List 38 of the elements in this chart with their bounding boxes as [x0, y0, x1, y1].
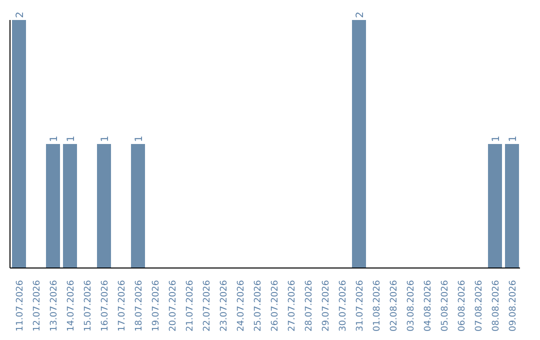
x-tick-label: 18.07.2026 — [134, 280, 144, 332]
data-label: 1 — [49, 136, 60, 142]
x-tick-label: 26.07.2026 — [270, 280, 280, 332]
data-label: 1 — [134, 136, 145, 142]
data-label: 1 — [491, 136, 502, 142]
x-tick-label: 07.08.2026 — [474, 280, 484, 332]
x-tick-label: 15.07.2026 — [84, 280, 94, 332]
x-tick-label: 05.08.2026 — [440, 280, 450, 332]
data-label: 2 — [355, 12, 366, 18]
x-tick-label: 23.07.2026 — [220, 280, 230, 332]
x-tick-label: 17.07.2026 — [118, 280, 128, 332]
x-tick-label: 22.07.2026 — [202, 280, 212, 332]
x-tick-label: 13.07.2026 — [50, 280, 60, 332]
x-tick-label: 28.07.2026 — [304, 280, 314, 332]
x-tick-label: 06.08.2026 — [458, 280, 468, 332]
x-tick-label: 04.08.2026 — [424, 280, 434, 332]
x-tick-label: 21.07.2026 — [186, 280, 196, 332]
x-tick-label: 09.08.2026 — [508, 280, 518, 332]
x-tick-label: 31.07.2026 — [356, 280, 366, 332]
x-tick-label: 01.08.2026 — [372, 280, 382, 332]
data-label: 1 — [508, 136, 519, 142]
x-tick-label: 24.07.2026 — [236, 280, 246, 332]
x-tick-label: 27.07.2026 — [288, 280, 298, 332]
x-tick-label: 25.07.2026 — [254, 280, 264, 332]
x-tick-label: 20.07.2026 — [168, 280, 178, 332]
x-tick-label: 11.07.2026 — [16, 280, 26, 332]
x-tick-label: 29.07.2026 — [322, 280, 332, 332]
x-tick-label: 02.08.2026 — [390, 280, 400, 332]
data-label: 1 — [100, 136, 111, 142]
x-tick-label: 16.07.2026 — [100, 280, 110, 332]
x-tick-label: 03.08.2026 — [406, 280, 416, 332]
data-label: 2 — [15, 12, 26, 18]
data-label: 1 — [66, 136, 77, 142]
x-tick-label: 12.07.2026 — [32, 280, 42, 332]
x-tick-label: 08.08.2026 — [492, 280, 502, 332]
x-tick-label: 14.07.2026 — [66, 280, 76, 332]
x-tick-label: 30.07.2026 — [338, 280, 348, 332]
x-tick-label: 19.07.2026 — [152, 280, 162, 332]
